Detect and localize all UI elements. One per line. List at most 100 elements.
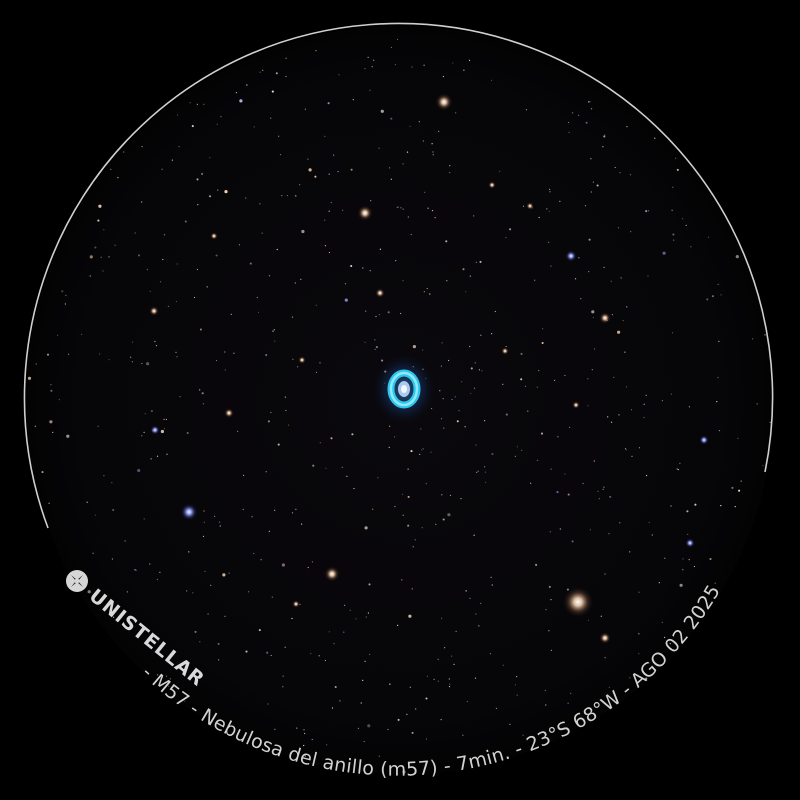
star (324, 245, 326, 247)
star (485, 481, 487, 483)
star (603, 266, 605, 268)
star (538, 216, 540, 219)
star (350, 168, 353, 171)
star (123, 151, 125, 153)
star (338, 74, 340, 76)
star (600, 615, 602, 617)
star (589, 101, 591, 103)
star (374, 348, 376, 350)
star (105, 595, 107, 597)
star (430, 451, 432, 453)
star (670, 393, 673, 395)
star (521, 449, 523, 451)
star (412, 345, 416, 349)
star (401, 493, 404, 495)
star (372, 508, 374, 510)
star (268, 275, 271, 277)
star (326, 744, 328, 746)
star (342, 209, 344, 211)
star (94, 514, 96, 516)
star (378, 314, 380, 316)
star (544, 689, 546, 692)
star (130, 356, 132, 358)
star (311, 738, 313, 741)
star (259, 71, 261, 73)
star (375, 346, 378, 349)
star (137, 468, 141, 473)
star (451, 655, 453, 657)
star (141, 362, 143, 365)
star (50, 389, 53, 392)
star (149, 563, 151, 565)
star (343, 631, 345, 633)
star (389, 167, 391, 169)
star (35, 363, 37, 365)
star (762, 465, 764, 467)
star (484, 471, 486, 473)
star (178, 146, 180, 148)
star (613, 376, 615, 378)
star (287, 424, 290, 426)
star (257, 311, 260, 313)
star (324, 135, 326, 137)
star (108, 359, 110, 361)
star (270, 117, 272, 119)
star (643, 416, 645, 419)
star (141, 201, 143, 203)
star (443, 427, 445, 429)
star (469, 597, 471, 600)
star (572, 112, 574, 114)
star (473, 534, 475, 536)
star (325, 467, 327, 469)
star (441, 494, 443, 496)
star (602, 488, 604, 490)
star (448, 359, 450, 362)
star (304, 732, 306, 735)
star (248, 591, 250, 593)
star (445, 240, 448, 243)
star (756, 403, 758, 405)
star (307, 158, 309, 160)
star (144, 413, 146, 415)
star (718, 430, 721, 432)
bright-star (599, 632, 611, 644)
star (411, 731, 414, 734)
star (625, 449, 627, 451)
star (194, 630, 197, 633)
star (364, 341, 366, 343)
star (271, 90, 274, 93)
star (611, 314, 614, 316)
star (291, 316, 294, 318)
star (545, 704, 547, 706)
star (578, 114, 580, 116)
star (251, 516, 253, 518)
star (671, 332, 674, 334)
star (388, 446, 390, 448)
star (279, 154, 282, 156)
star (686, 510, 689, 513)
star (274, 728, 276, 731)
star (261, 232, 263, 234)
bright-star (298, 356, 306, 364)
star (108, 256, 110, 258)
star (427, 207, 429, 209)
star (587, 378, 589, 380)
star (478, 369, 480, 371)
star (769, 421, 771, 423)
star (664, 557, 666, 559)
star (548, 241, 550, 243)
star (407, 216, 409, 218)
star (452, 62, 454, 64)
star (423, 64, 425, 66)
star (352, 99, 354, 101)
star (468, 59, 471, 61)
star (364, 526, 368, 530)
star (410, 450, 413, 453)
bright-star (375, 288, 385, 298)
star (434, 217, 436, 219)
star (163, 418, 165, 420)
star (421, 527, 423, 529)
star (318, 655, 320, 657)
star (218, 521, 221, 523)
star (304, 108, 306, 110)
